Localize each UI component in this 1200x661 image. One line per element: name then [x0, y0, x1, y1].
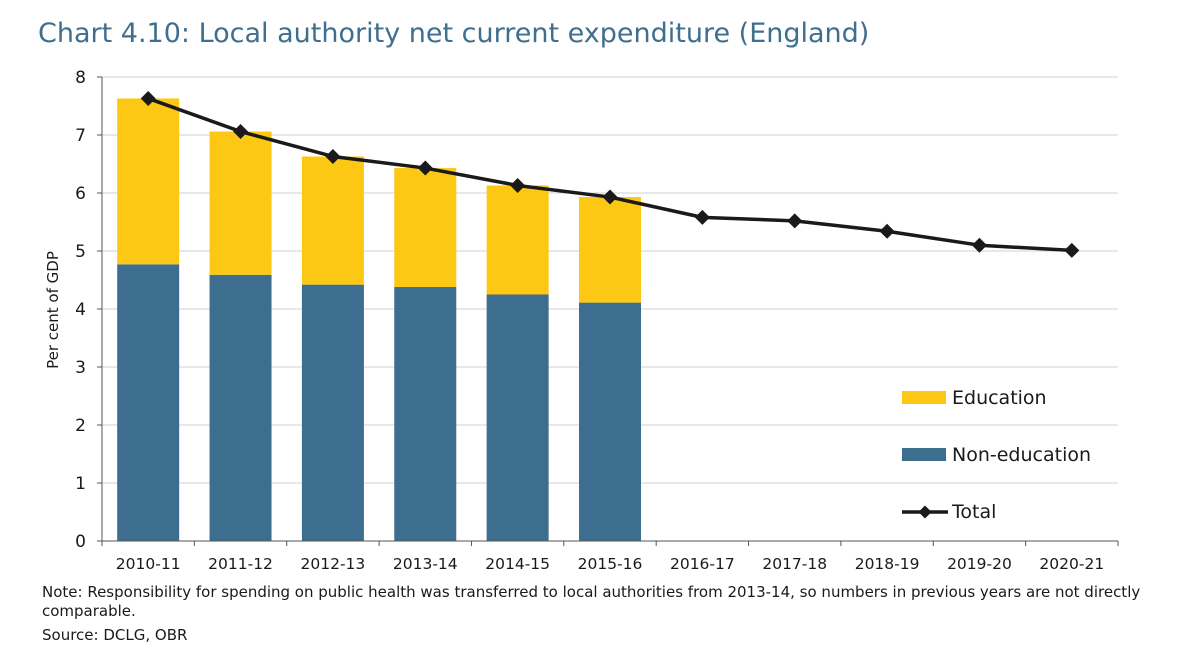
- y-tick-label: 0: [75, 532, 86, 552]
- total-point: [233, 124, 249, 140]
- total-point: [602, 189, 618, 205]
- y-tick-label: 1: [75, 474, 86, 494]
- bar-education: [486, 185, 549, 295]
- legend-swatch: [902, 391, 946, 404]
- chart-svg: 0 1 2 3 4 5 6 7 8 2010-11 2011-12 2012-13 2013-14 201…: [44, 68, 1119, 573]
- total-point: [417, 160, 433, 176]
- bar-non-education: [579, 302, 641, 541]
- chart-title: Chart 4.10: Local authority net current …: [38, 18, 870, 49]
- x-tick-label: 2012-13: [301, 555, 366, 573]
- axes: 0 1 2 3 4 5 6 7 8 2010-11 2011-12 2012-13 2013-14 201…: [75, 68, 1119, 573]
- total-point: [1064, 242, 1080, 258]
- legend: Education Non-education Total: [902, 387, 1091, 523]
- y-tick-label: 5: [75, 242, 86, 262]
- total-point: [694, 209, 710, 225]
- y-tick-label: 2: [75, 416, 86, 436]
- bars: [117, 98, 641, 541]
- bar-non-education: [117, 264, 180, 541]
- bar-education: [117, 98, 180, 265]
- legend-marker: [918, 505, 932, 519]
- y-tick-label: 7: [75, 126, 86, 146]
- legend-swatch: [902, 448, 946, 461]
- bar-education: [394, 168, 457, 287]
- x-tick-label: 2014-15: [485, 555, 550, 573]
- bar-education: [579, 197, 641, 303]
- x-tick-label: 2013-14: [393, 555, 458, 573]
- x-tick-label: 2020-21: [1039, 555, 1104, 573]
- total-point: [787, 213, 803, 229]
- bar-education: [301, 156, 364, 285]
- x-tick-label: 2018-19: [855, 555, 920, 573]
- x-tick-label: 2015-16: [578, 555, 643, 573]
- chart-source: Source: DCLG, OBR: [42, 626, 188, 644]
- x-tick-label: 2019-20: [947, 555, 1012, 573]
- total-line: [140, 90, 1080, 258]
- x-tick-label: 2011-12: [208, 555, 273, 573]
- total-point: [325, 148, 341, 164]
- bar-non-education: [209, 274, 272, 541]
- bar-non-education: [486, 294, 549, 541]
- legend-label: Non-education: [952, 444, 1091, 466]
- total-point: [140, 90, 156, 106]
- x-tick-label: 2017-18: [762, 555, 827, 573]
- y-axis-label: Per cent of GDP: [44, 251, 62, 369]
- bar-education: [209, 131, 272, 275]
- x-tick-label: 2016-17: [670, 555, 735, 573]
- bar-non-education: [301, 284, 364, 541]
- y-tick-label: 6: [75, 184, 86, 204]
- y-tick-label: 8: [75, 68, 86, 88]
- chart-note: Note: Responsibility for spending on pub…: [42, 583, 1141, 620]
- legend-label: Education: [952, 387, 1047, 409]
- total-point: [879, 223, 895, 239]
- x-tick-label: 2010-11: [116, 555, 181, 573]
- total-point: [510, 177, 526, 193]
- y-tick-label: 3: [75, 358, 86, 378]
- legend-label: Total: [951, 501, 996, 523]
- total-point: [971, 237, 987, 253]
- y-tick-label: 4: [75, 300, 86, 320]
- bar-non-education: [394, 286, 457, 541]
